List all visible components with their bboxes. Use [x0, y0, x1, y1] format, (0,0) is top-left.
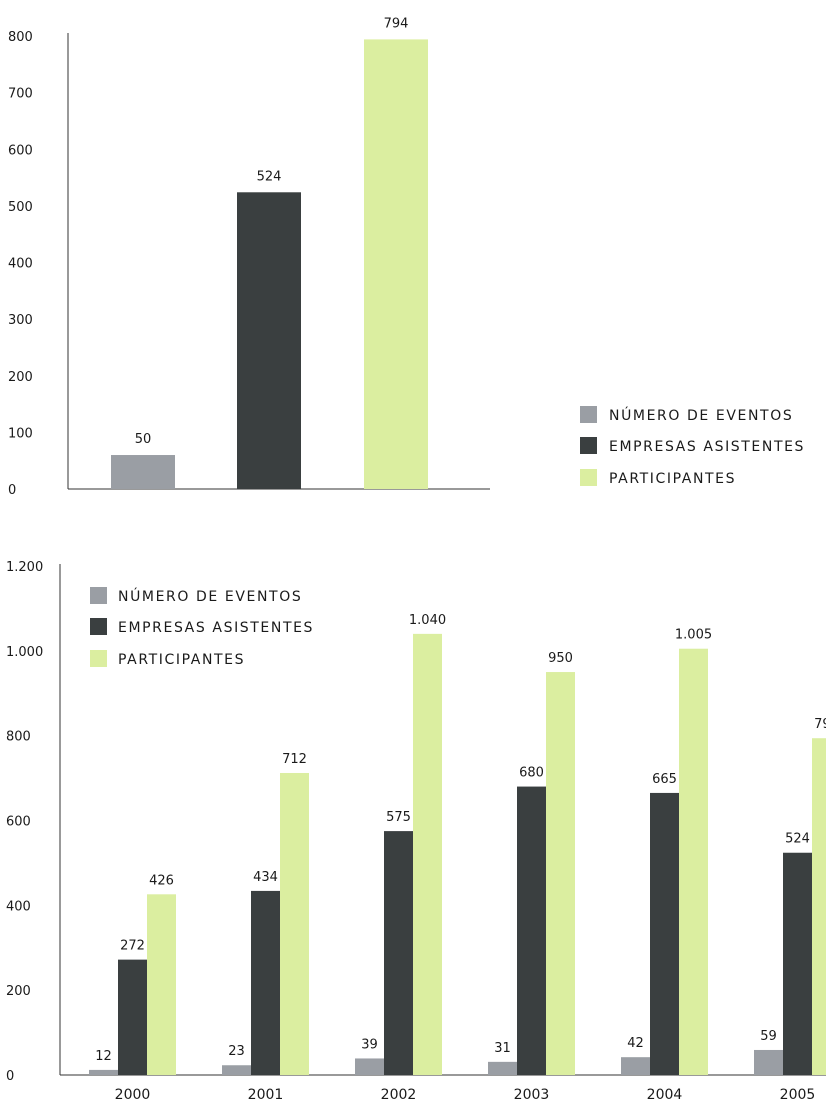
bottom-data-label-empresas-2001: 434 [253, 870, 278, 885]
bottom-bar-eventos-2001 [222, 1065, 251, 1075]
top-legend-label-participantes: PARTICIPANTES [609, 471, 736, 487]
top-legend-swatch-empresas [580, 437, 597, 454]
bottom-data-label-eventos-2001: 23 [228, 1044, 245, 1059]
top-legend-label-empresas: EMPRESAS ASISTENTES [609, 439, 805, 455]
bottom-y-ticks: 0 200 400 600 800 1.000 1.200 [6, 560, 43, 1084]
top-data-labels: 50 524 794 [135, 16, 409, 447]
top-y-tick-label: 500 [8, 200, 33, 215]
bottom-bar-participantes-2001 [280, 772, 309, 1075]
bottom-bar-empresas-2005 [783, 852, 812, 1075]
top-bars [111, 39, 428, 490]
bottom-legend: NÚMERO DE EVENTOS EMPRESAS ASISTENTES PA… [90, 587, 314, 668]
bottom-bar-eventos-2005 [754, 1049, 783, 1075]
top-y-tick-label: 800 [8, 30, 33, 45]
bottom-y-tick-label: 800 [6, 730, 31, 745]
bottom-legend-swatch-empresas [90, 618, 107, 635]
bottom-data-label-eventos-2002: 39 [361, 1037, 378, 1052]
top-data-label-eventos: 50 [135, 432, 152, 447]
bottom-data-label-participantes-2000: 426 [149, 873, 174, 888]
bottom-bar-empresas-2002 [384, 831, 413, 1075]
bottom-y-tick-label: 1.000 [6, 645, 43, 660]
bottom-y-tick-label: 600 [6, 815, 31, 830]
bottom-data-label-empresas-2005: 524 [785, 832, 810, 847]
top-y-ticks: 0 100 200 300 400 500 600 700 800 [8, 30, 33, 498]
bottom-category-label-2003: 2003 [514, 1087, 550, 1103]
top-y-tick-label: 700 [8, 87, 33, 102]
top-y-tick-label: 200 [8, 370, 33, 385]
bottom-data-label-eventos-2003: 31 [494, 1041, 511, 1056]
top-y-tick-label: 600 [8, 143, 33, 158]
bottom-data-label-participantes-2005: 794 [814, 717, 826, 732]
bottom-data-label-empresas-2004: 665 [652, 772, 677, 787]
bottom-y-tick-label: 0 [6, 1069, 14, 1084]
bottom-data-label-participantes-2003: 950 [548, 651, 573, 666]
bottom-data-label-eventos-2005: 59 [760, 1029, 777, 1044]
bottom-data-label-participantes-2002: 1.040 [409, 613, 446, 628]
top-legend: NÚMERO DE EVENTOS EMPRESAS ASISTENTES PA… [580, 406, 805, 487]
bottom-data-label-empresas-2003: 680 [519, 766, 544, 781]
bottom-legend-swatch-eventos [90, 587, 107, 604]
top-y-tick-label: 100 [8, 426, 33, 441]
bottom-bar-participantes-2005 [812, 738, 826, 1075]
top-legend-label-eventos: NÚMERO DE EVENTOS [609, 406, 793, 424]
bottom-bar-empresas-2001 [251, 890, 280, 1075]
bottom-bar-participantes-2003 [546, 672, 575, 1075]
bottom-bar-participantes-2002 [413, 633, 442, 1075]
bottom-bar-participantes-2004 [679, 648, 708, 1075]
bottom-y-tick-label: 400 [6, 899, 31, 914]
bottom-data-labels: 12 272 426 23 434 712 39 575 1.040 31 680 950 42 665 1… [95, 613, 826, 1064]
top-legend-swatch-eventos [580, 406, 597, 423]
chart-top: 0 100 200 300 400 500 600 700 800 50 524 794 NÚMER… [8, 16, 805, 498]
bottom-bars [89, 633, 826, 1075]
bottom-data-label-eventos-2000: 12 [95, 1049, 112, 1064]
top-y-tick-label: 0 [8, 483, 16, 498]
bottom-category-label-2005: 2005 [780, 1087, 816, 1103]
bottom-data-label-empresas-2000: 272 [120, 939, 145, 954]
bottom-bar-eventos-2004 [621, 1057, 650, 1075]
bottom-legend-label-participantes: PARTICIPANTES [118, 652, 245, 668]
bottom-data-label-empresas-2002: 575 [386, 810, 411, 825]
top-legend-swatch-participantes [580, 469, 597, 486]
bottom-legend-swatch-participantes [90, 650, 107, 667]
bottom-bar-empresas-2003 [517, 786, 546, 1075]
bottom-category-labels: 2000 2001 2002 2003 2004 2005 [115, 1087, 816, 1103]
bottom-bar-empresas-2004 [650, 792, 679, 1075]
bottom-y-tick-label: 200 [6, 984, 31, 999]
bottom-legend-label-eventos: NÚMERO DE EVENTOS [118, 587, 302, 605]
top-bar-participantes [364, 39, 428, 490]
top-data-label-empresas: 524 [257, 169, 282, 184]
bottom-bar-participantes-2000 [147, 894, 176, 1075]
bottom-data-label-eventos-2004: 42 [627, 1036, 644, 1051]
chart-bottom: 0 200 400 600 800 1.000 1.200 12 272 426 23 434 712… [6, 560, 826, 1103]
bottom-category-label-2000: 2000 [115, 1087, 151, 1103]
bottom-legend-label-empresas: EMPRESAS ASISTENTES [118, 620, 314, 636]
bottom-bar-eventos-2002 [355, 1058, 384, 1075]
bottom-y-tick-label: 1.200 [6, 560, 43, 575]
bottom-bar-empresas-2000 [118, 959, 147, 1075]
top-bar-eventos [111, 455, 175, 489]
top-data-label-participantes: 794 [384, 16, 409, 31]
top-bar-empresas [237, 192, 301, 489]
bottom-data-label-participantes-2001: 712 [282, 752, 307, 767]
top-y-tick-label: 300 [8, 313, 33, 328]
bottom-data-label-participantes-2004: 1.005 [675, 628, 712, 643]
bottom-category-label-2001: 2001 [248, 1087, 284, 1103]
bottom-bar-eventos-2003 [488, 1061, 517, 1075]
bottom-bar-eventos-2000 [89, 1069, 118, 1075]
top-y-tick-label: 400 [8, 257, 33, 272]
bottom-category-label-2002: 2002 [381, 1087, 417, 1103]
bottom-category-label-2004: 2004 [647, 1087, 683, 1103]
